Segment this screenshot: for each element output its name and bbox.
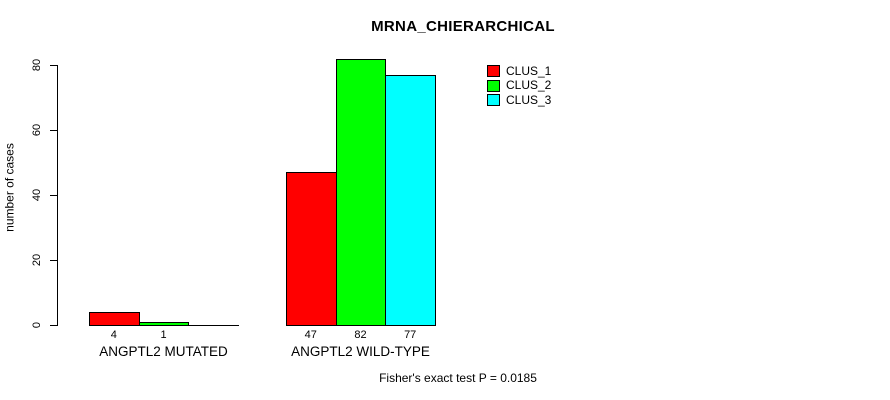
legend-label: CLUS_2 xyxy=(506,78,552,92)
y-tick-label: 40 xyxy=(31,188,43,202)
bar xyxy=(286,172,337,327)
y-tick xyxy=(50,65,57,66)
y-tick-label: 0 xyxy=(31,321,43,329)
category-label: ANGPTL2 MUTATED xyxy=(99,344,228,359)
legend-swatch xyxy=(487,79,500,92)
legend: CLUS_1 CLUS_2 CLUS_3 xyxy=(487,64,551,108)
legend-item: CLUS_1 xyxy=(487,64,551,78)
y-tick xyxy=(50,325,57,326)
legend-item: CLUS_3 xyxy=(487,93,551,107)
footer-note: Fisher's exact test P = 0.0185 xyxy=(379,371,537,385)
bar-value-label: 47 xyxy=(304,329,317,341)
y-tick-label: 60 xyxy=(31,123,43,137)
bar-value-label: 4 xyxy=(110,329,117,341)
bar xyxy=(335,58,387,326)
bar-zero-height xyxy=(188,324,239,326)
legend-item: CLUS_2 xyxy=(487,79,551,93)
category-label: ANGPTL2 WILD-TYPE xyxy=(291,344,430,359)
bar-value-label: 82 xyxy=(354,329,367,341)
bar-value-label: 1 xyxy=(160,329,167,341)
bar xyxy=(89,312,140,326)
y-tick xyxy=(50,260,57,261)
y-axis-label: number of cases xyxy=(2,143,17,232)
legend-swatch xyxy=(487,94,500,106)
y-tick xyxy=(50,130,57,131)
y-axis-line xyxy=(57,65,58,326)
bar-value-label: 77 xyxy=(404,329,417,341)
y-tick-label: 80 xyxy=(31,58,43,72)
bar xyxy=(385,74,436,327)
bar xyxy=(138,321,190,327)
legend-label: CLUS_1 xyxy=(506,63,552,78)
legend-label: CLUS_3 xyxy=(506,92,552,107)
y-tick xyxy=(50,195,57,196)
y-tick-label: 20 xyxy=(31,253,43,267)
chart-title: MRNA_CHIERARCHICAL xyxy=(371,18,555,35)
legend-swatch xyxy=(487,65,500,77)
